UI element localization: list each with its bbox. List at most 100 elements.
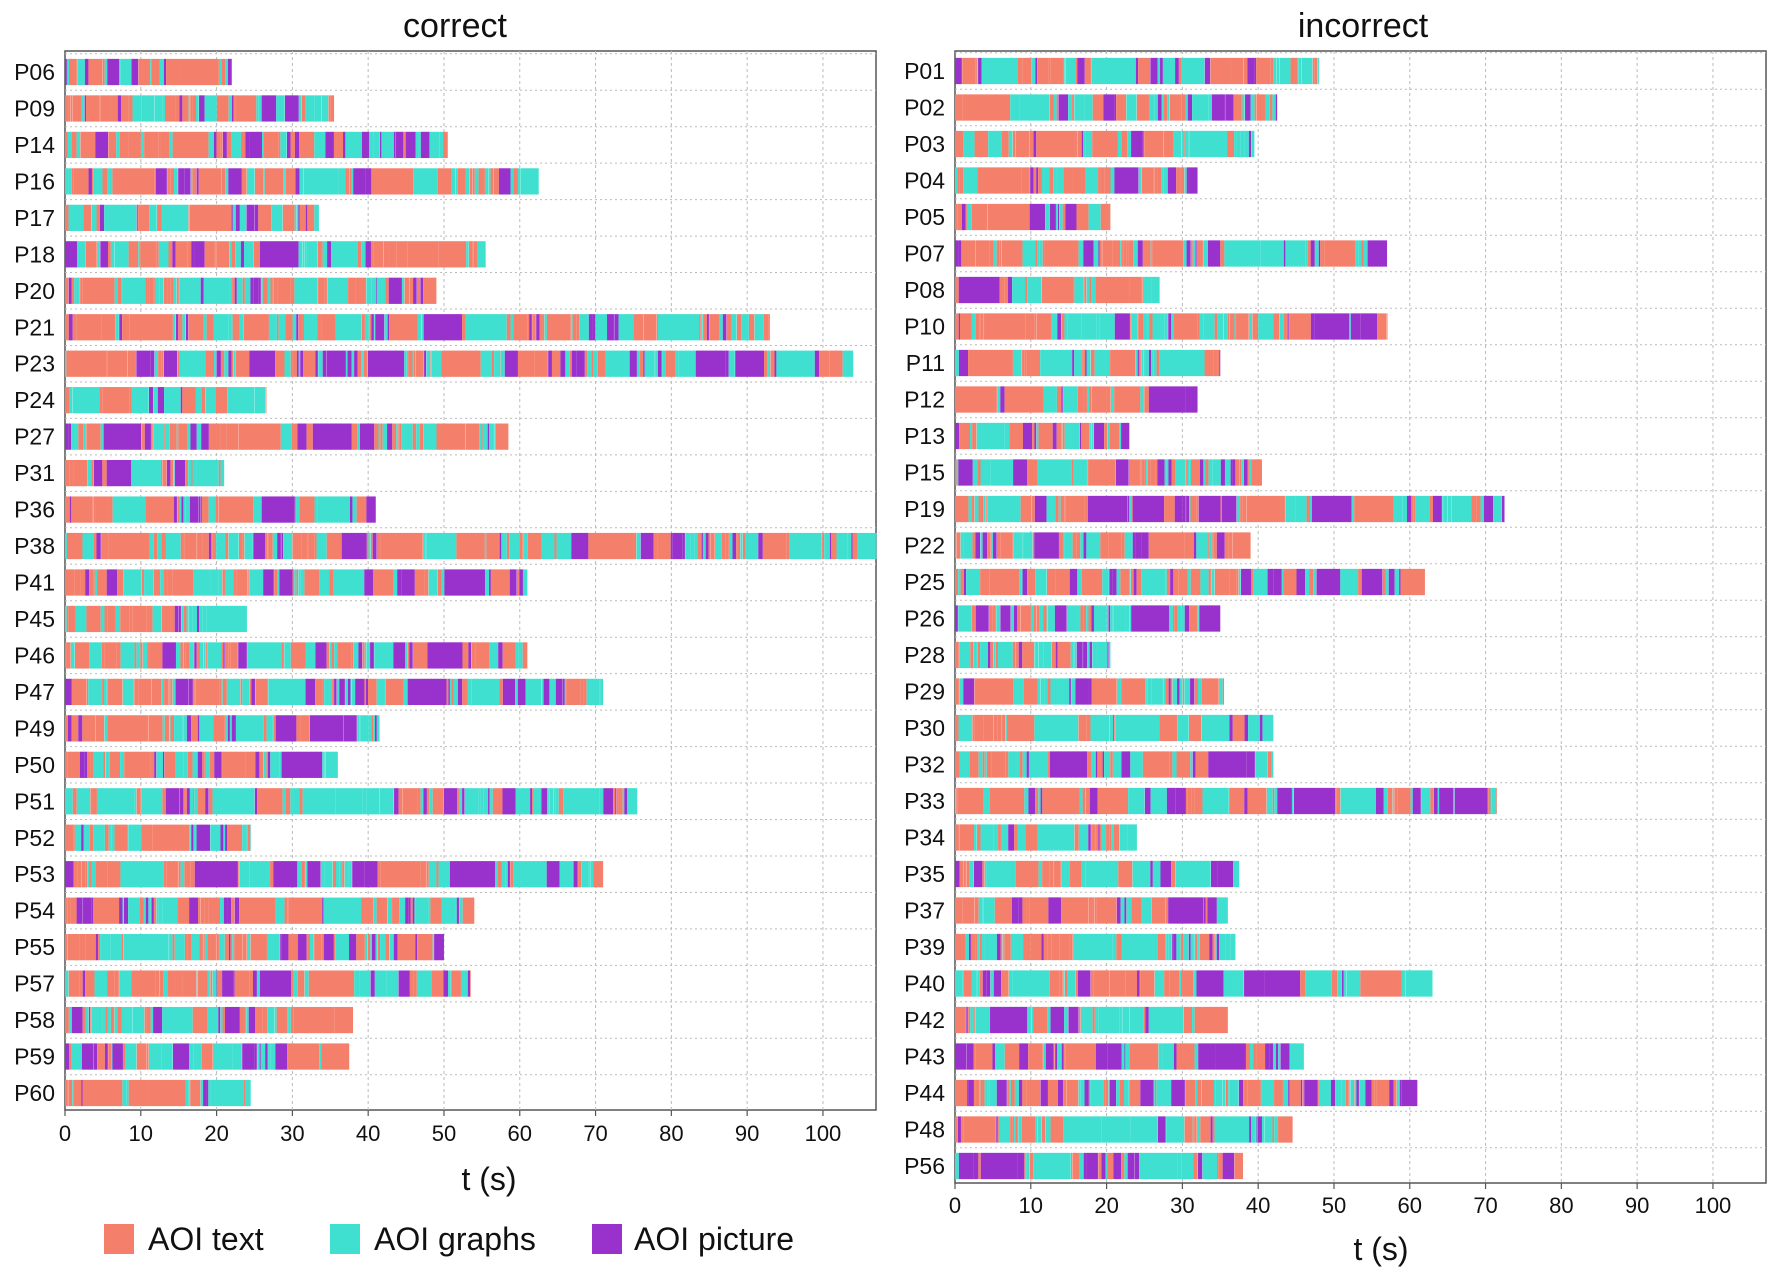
aoi-segment-graphs bbox=[1350, 1079, 1354, 1107]
aoi-segment-graphs bbox=[1249, 459, 1252, 486]
aoi-segment-text bbox=[144, 131, 159, 159]
aoi-segment-graphs bbox=[1242, 94, 1246, 121]
aoi-segment-text bbox=[1232, 532, 1251, 559]
aoi-segment-graphs bbox=[179, 350, 206, 377]
aoi-segment-text bbox=[962, 94, 966, 121]
aoi-segment-graphs bbox=[993, 824, 999, 851]
aoi-segment-picture bbox=[1087, 495, 1128, 523]
aoi-segment-text bbox=[1121, 532, 1125, 559]
aoi-segment-text bbox=[1172, 605, 1175, 632]
aoi-segment-graphs bbox=[213, 1043, 233, 1070]
aoi-segment-text bbox=[332, 678, 335, 706]
aoi-segment-picture bbox=[162, 751, 165, 778]
aoi-segment-picture bbox=[178, 605, 182, 633]
aoi-segment-picture bbox=[407, 678, 447, 706]
aoi-segment-text bbox=[1125, 970, 1137, 997]
aoi-segment-graphs bbox=[1227, 240, 1261, 267]
aoi-segment-text bbox=[1163, 130, 1174, 158]
aoi-segment-graphs bbox=[220, 897, 224, 924]
aoi-segment-graphs bbox=[1081, 860, 1086, 888]
aoi-segment-picture bbox=[372, 532, 377, 560]
aoi-segment-text bbox=[232, 314, 237, 341]
aoi-segment-text bbox=[215, 496, 219, 523]
aoi-segment-text bbox=[107, 678, 123, 706]
aoi-segment-graphs bbox=[224, 569, 234, 596]
aoi-segment-text bbox=[104, 824, 109, 851]
aoi-segment-text bbox=[102, 678, 105, 706]
aoi-segment-graphs bbox=[334, 642, 338, 669]
aoi-segment-graphs bbox=[1086, 605, 1089, 632]
aoi-segment-graphs bbox=[1343, 970, 1347, 997]
aoi-segment-text bbox=[1108, 532, 1122, 559]
aoi-segment-picture bbox=[261, 496, 295, 523]
aoi-segment-picture bbox=[489, 569, 491, 596]
aoi-segment-text bbox=[167, 168, 171, 195]
aoi-segment-text bbox=[285, 788, 291, 815]
aoi-segment-text bbox=[1109, 824, 1112, 851]
aoi-segment-graphs bbox=[1091, 422, 1095, 450]
aoi-segment-graphs bbox=[121, 1006, 133, 1034]
aoi-segment-picture bbox=[1157, 459, 1165, 486]
aoi-segment-graphs bbox=[644, 350, 656, 377]
aoi-segment-text bbox=[1015, 860, 1039, 888]
aoi-segment-text bbox=[301, 532, 308, 560]
aoi-segment-graphs bbox=[1091, 276, 1096, 304]
aoi-segment-text bbox=[1394, 787, 1398, 815]
aoi-segment-graphs bbox=[123, 569, 142, 596]
aoi-segment-graphs bbox=[1202, 1152, 1217, 1180]
aoi-segment-text bbox=[989, 568, 1020, 596]
aoi-segment-text bbox=[1088, 1079, 1091, 1107]
aoi-segment-graphs bbox=[776, 350, 813, 377]
aoi-segment-text bbox=[89, 824, 94, 851]
aoi-segment-text bbox=[153, 897, 157, 924]
aoi-segment-picture bbox=[1184, 605, 1190, 632]
aoi-segment-text bbox=[75, 715, 79, 742]
aoi-segment-picture bbox=[507, 861, 511, 888]
aoi-segment-text bbox=[481, 423, 483, 450]
aoi-segment-picture bbox=[1083, 1152, 1087, 1180]
aoi-segment-text bbox=[993, 714, 998, 742]
aoi-segment-graphs bbox=[159, 277, 164, 304]
aoi-segment-text bbox=[763, 314, 769, 341]
aoi-segment-picture bbox=[1287, 313, 1290, 340]
aoi-segment-graphs bbox=[544, 314, 547, 341]
aoi-segment-text bbox=[345, 168, 350, 195]
aoi-segment-graphs bbox=[1396, 1079, 1400, 1107]
aoi-segment-text bbox=[187, 934, 192, 961]
aoi-segment-graphs bbox=[767, 350, 771, 377]
aoi-segment-picture bbox=[112, 1043, 123, 1070]
aoi-segment-picture bbox=[227, 715, 230, 742]
aoi-segment-text bbox=[72, 788, 77, 815]
aoi-segment-text bbox=[1044, 240, 1079, 267]
aoi-segment-text bbox=[153, 569, 161, 596]
aoi-segment-graphs bbox=[1241, 459, 1244, 486]
aoi-segment-text bbox=[296, 569, 299, 596]
aoi-segment-text bbox=[1036, 130, 1078, 158]
aoi-segment-text bbox=[1193, 1152, 1199, 1180]
aoi-segment-graphs bbox=[368, 715, 372, 742]
aoi-segment-text bbox=[726, 314, 732, 341]
aoi-segment-picture bbox=[509, 569, 517, 596]
aoi-segment-picture bbox=[228, 934, 231, 961]
aoi-segment-graphs bbox=[249, 861, 271, 888]
aoi-segment-graphs bbox=[1198, 605, 1200, 632]
aoi-segment-text bbox=[288, 934, 298, 961]
aoi-segment-text bbox=[1430, 787, 1434, 815]
aoi-segment-text bbox=[170, 715, 175, 742]
aoi-segment-graphs bbox=[314, 95, 322, 122]
aoi-segment-picture bbox=[1360, 313, 1378, 340]
aoi-segment-text bbox=[1002, 714, 1006, 742]
aoi-segment-picture bbox=[1182, 495, 1187, 523]
row-label-P01: P01 bbox=[904, 58, 945, 84]
aoi-segment-text bbox=[1083, 349, 1086, 377]
aoi-segment-graphs bbox=[465, 314, 507, 341]
aoi-segment-graphs bbox=[1101, 824, 1107, 851]
aoi-bar-P23 bbox=[65, 350, 854, 377]
aoi-bar-P48 bbox=[955, 1116, 1293, 1143]
aoi-segment-text bbox=[86, 423, 101, 450]
aoi-segment-text bbox=[1097, 787, 1129, 815]
aoi-segment-graphs bbox=[875, 532, 877, 560]
aoi-segment-graphs bbox=[68, 168, 72, 195]
aoi-segment-graphs bbox=[1101, 1116, 1131, 1143]
aoi-segment-graphs bbox=[1102, 568, 1110, 596]
